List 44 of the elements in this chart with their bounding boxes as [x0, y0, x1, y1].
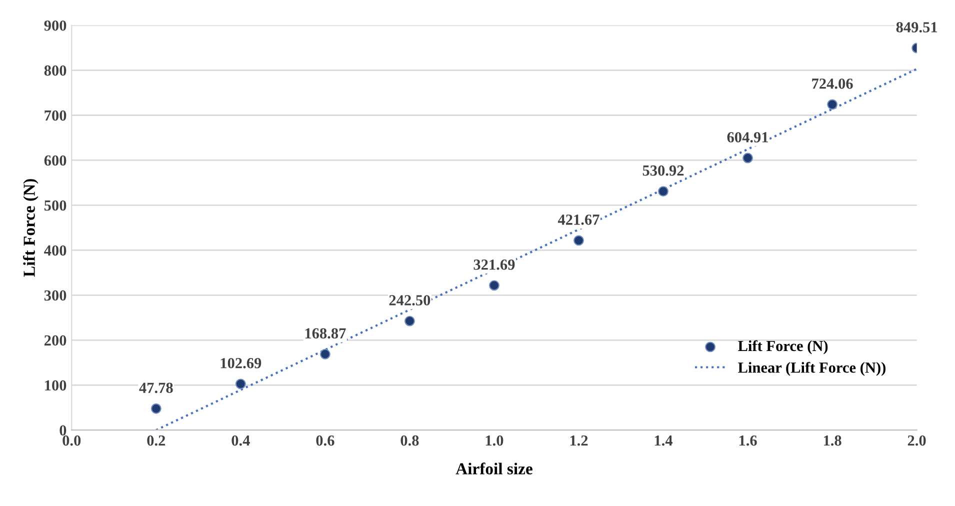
y-tick-label: 500	[44, 200, 66, 211]
data-label: 242.50	[389, 295, 430, 306]
data-label: 849.51	[896, 22, 938, 32]
point	[404, 316, 415, 326]
x-tick-label: 0.8	[400, 435, 419, 446]
x-tick-label: 0.4	[232, 435, 250, 446]
data-label: 47.78	[139, 382, 173, 394]
x-tick-label: 0.0	[62, 435, 81, 446]
x-tick-label: 1.2	[570, 435, 588, 446]
x-tick-label: 2.0	[908, 435, 926, 446]
y-tick-label: 300	[44, 290, 66, 301]
data-label: 168.87	[305, 328, 346, 339]
x-tick-label: 1.0	[486, 435, 504, 446]
y-tick-label: 600	[44, 155, 66, 166]
data-label: 604.91	[727, 132, 768, 142]
x-tick-label: 1.6	[739, 435, 757, 446]
x-tick-label: 0.6	[316, 435, 334, 446]
y-tick-label: 200	[44, 335, 66, 346]
x-tick-label: 1.8	[824, 435, 842, 446]
data-label: 102.69	[220, 358, 262, 368]
x-tick-label: 1.4	[654, 435, 673, 446]
y-tick-label: 700	[44, 110, 66, 121]
data-label: 724.06	[812, 78, 853, 89]
point	[827, 99, 838, 110]
point	[574, 235, 584, 246]
legend-label: Linear (Lift Force (N))	[738, 362, 886, 376]
x-axis-title: Airfoil size	[456, 462, 532, 474]
y-tick-label: 800	[44, 65, 66, 76]
point	[742, 152, 753, 164]
legend-label: Lift Force (N)	[738, 340, 828, 354]
y-tick-label: 100	[45, 380, 66, 391]
point	[150, 403, 162, 414]
y-axis-title: Lift Force (N)	[23, 179, 38, 277]
y-tick-label: 400	[44, 245, 66, 256]
data-label: 530.92	[642, 165, 684, 176]
y-tick-label: 0	[60, 425, 66, 436]
data-label: 321.69	[474, 260, 515, 270]
data-label: 421.67	[558, 214, 600, 225]
point	[320, 348, 330, 360]
x-tick-label: 0.2	[147, 435, 166, 446]
point	[235, 378, 246, 390]
y-tick-label: 900	[44, 20, 66, 31]
point	[489, 280, 500, 291]
point	[658, 186, 668, 197]
